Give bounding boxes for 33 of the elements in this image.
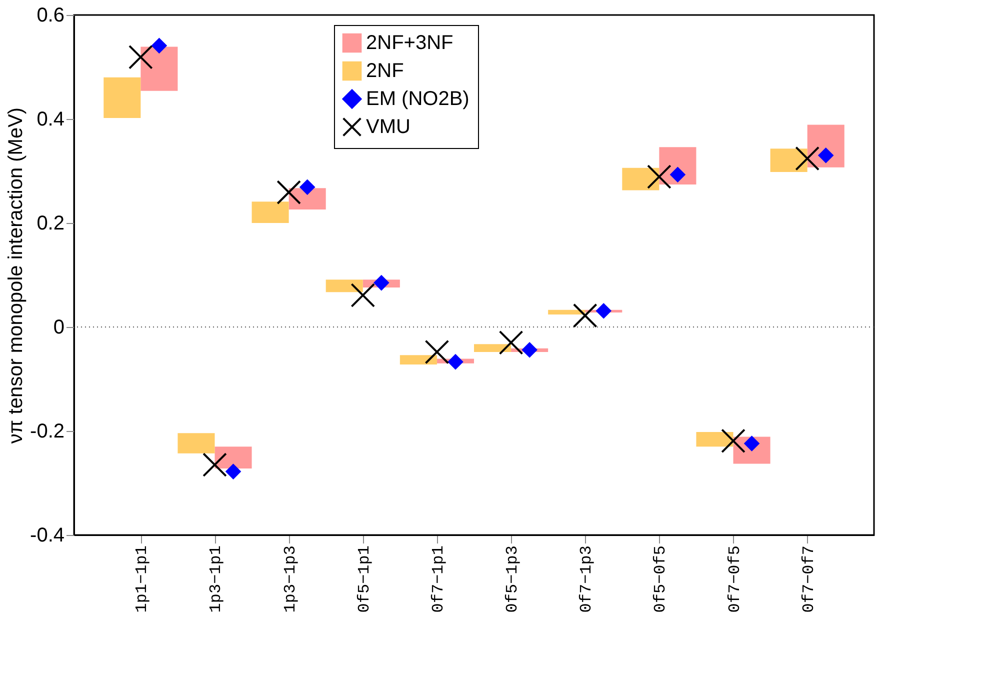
bar [622, 168, 660, 190]
y-tick-label: 0.4 [36, 108, 64, 130]
y-tick-label: 0.2 [36, 212, 64, 234]
bar [140, 46, 178, 91]
legend-label: 2NF [366, 60, 404, 82]
bar [548, 310, 586, 315]
bar [400, 355, 437, 364]
bar [326, 280, 363, 292]
x-tick-label: 0f5−0f5 [652, 546, 670, 613]
x-tick-label: 0f7−1p1 [429, 546, 448, 613]
y-tick-label: 0.6 [36, 4, 64, 26]
x-tick-label: 0f5−1p1 [355, 546, 374, 613]
legend-label: VMU [366, 116, 410, 138]
y-tick-label: -0.2 [30, 420, 64, 442]
y-axis-title: νπ tensor monopole interaction (MeV) [5, 107, 28, 444]
bar [252, 202, 289, 223]
x-tick-label: 0f5−1p3 [504, 546, 522, 613]
bar [474, 344, 512, 352]
x-tick-label: 0f7−0f7 [800, 546, 818, 613]
x-tick-label: 0f7−1p3 [578, 546, 596, 613]
x-tick-label: 1p1−1p1 [133, 546, 152, 613]
legend-label: EM (NO2B) [366, 88, 470, 110]
legend-label: 2NF+3NF [366, 32, 454, 54]
y-tick-label: 0 [53, 316, 64, 338]
bar [104, 77, 141, 118]
bar [696, 432, 734, 447]
x-tick-label: 1p3−1p3 [281, 546, 300, 613]
bar [214, 446, 252, 468]
bar [178, 433, 215, 454]
x-tick-label: 1p3−1p1 [207, 546, 226, 613]
bar [770, 148, 808, 172]
x-tick-label: 0f7−0f5 [726, 546, 744, 613]
y-tick-label: -0.4 [30, 524, 64, 546]
